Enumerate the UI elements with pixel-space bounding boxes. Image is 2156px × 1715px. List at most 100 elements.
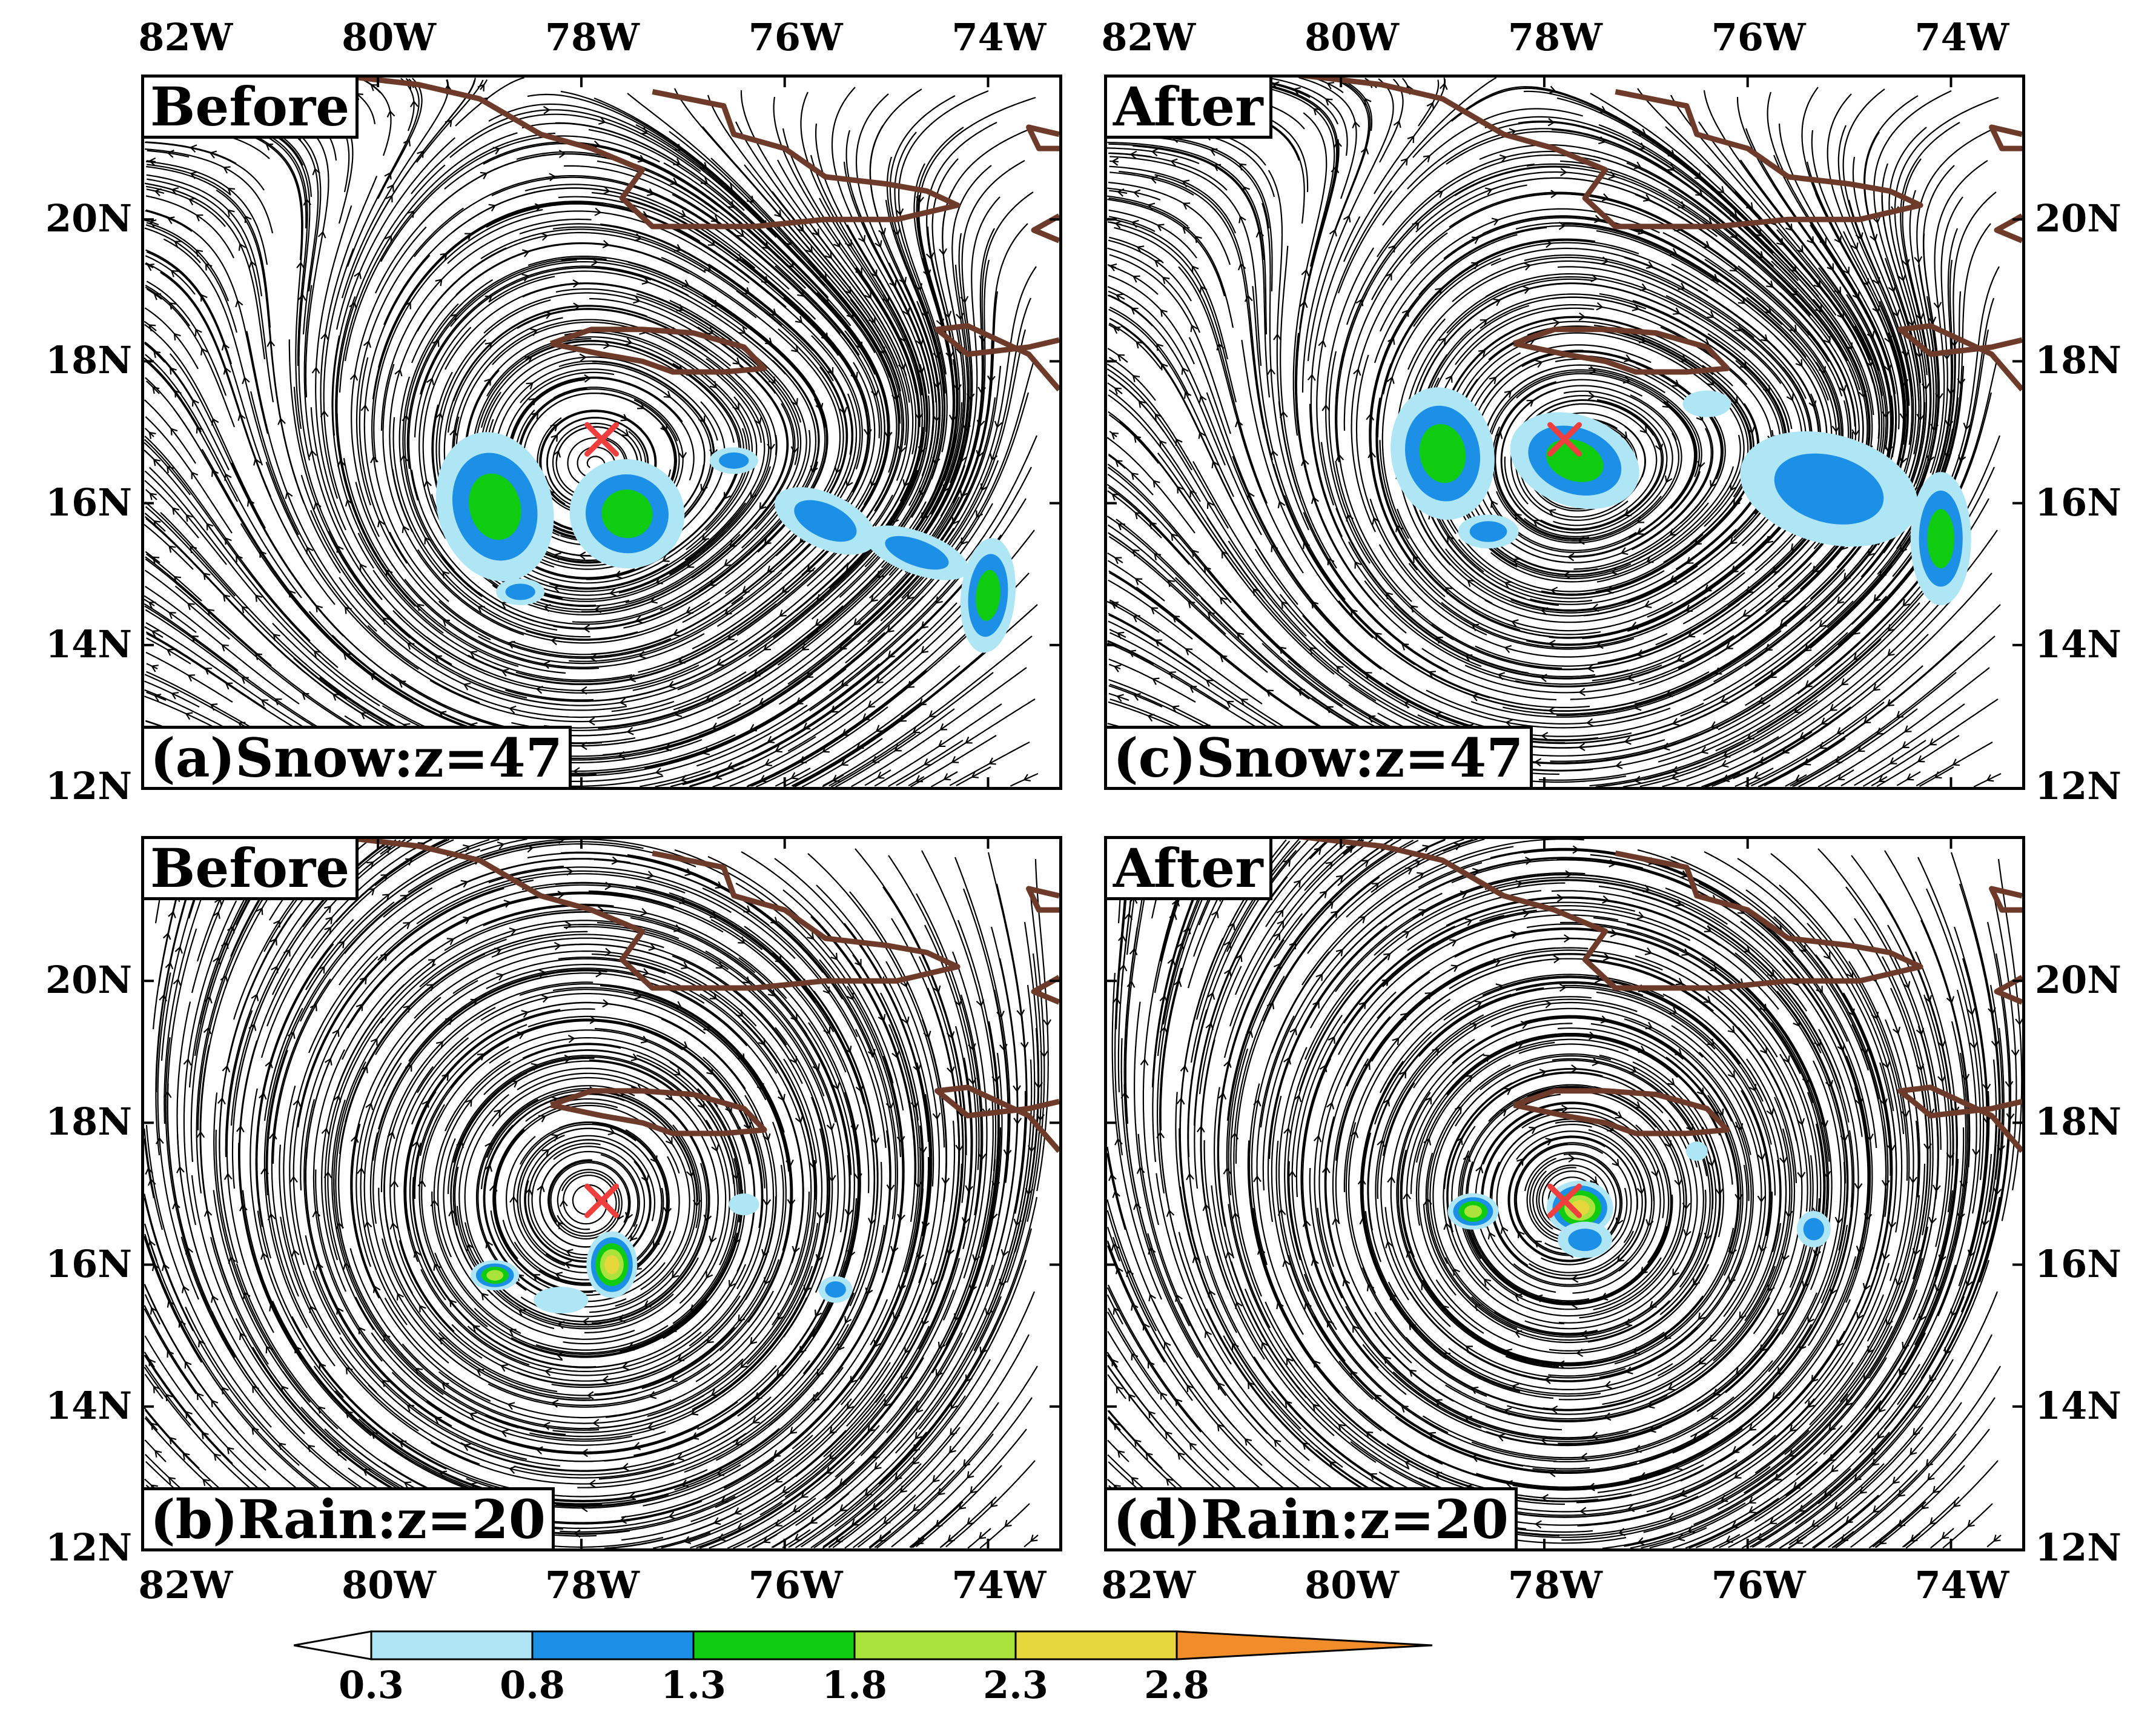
panel-header-c: After [1107,78,1272,139]
streamline-arrow [1223,1167,1232,1175]
streamline-arrow [715,961,724,969]
streamline-arrow [151,556,160,564]
lon-label: 82W [1101,1563,1196,1607]
streamline-arrow [394,368,403,377]
colorbar-segment [294,1630,372,1660]
streamline-arrow [1261,1341,1269,1350]
streamline-arrow [1561,1104,1569,1113]
colorbar-segment [1014,1630,1178,1660]
streamline-arrow [1742,609,1750,617]
streamline-arrow [951,755,959,763]
streamline-arrow [1929,738,1937,746]
streamline-arrow [1366,413,1375,421]
streamline-arrow [507,1402,515,1410]
precip-contour [468,473,521,540]
streamline-arrow [1311,1258,1319,1266]
streamline [1109,254,1232,434]
streamline-arrow [403,922,411,929]
streamline-arrow [151,665,159,672]
streamline-arrow [1694,537,1702,545]
streamline-arrow [1444,586,1453,594]
streamline-arrow [151,630,159,638]
streamline-arrow [1667,164,1675,171]
streamline-arrow [1707,311,1715,318]
streamline-arrow [841,729,850,736]
streamline-arrow [950,1401,958,1410]
streamline-arrow [1231,1212,1240,1220]
streamline-arrow [1704,1232,1713,1241]
streamline-arrow [1993,1534,2001,1542]
streamline-arrow [802,722,811,730]
streamline-arrow [278,1442,286,1450]
coastline [1989,886,2022,913]
streamline-arrow [1771,566,1780,574]
streamline-arrow [1836,596,1845,604]
streamline-arrow [1782,1055,1790,1063]
streamline-arrow [1387,1176,1396,1183]
coastline [334,839,961,991]
streamline-arrow [235,299,243,308]
streamline-arrow [1982,1083,1991,1091]
streamline-arrow [969,1284,977,1292]
streamline-arrow [433,1263,441,1271]
streamline-arrow [933,985,941,994]
colorbar-level-label: 2.3 [983,1663,1048,1707]
streamline-arrow [1177,1452,1185,1460]
streamline-arrow [1760,1046,1767,1054]
streamline-arrow [821,332,828,340]
streamline-arrow [1203,566,1211,574]
streamline-arrow [1577,536,1585,545]
streamline-arrow [1392,1037,1400,1046]
streamline-arrow [383,846,391,854]
streamline [747,1400,919,1548]
streamline-arrow [1133,189,1141,198]
streamline-arrow [1655,443,1664,451]
lon-label: 78W [1507,1563,1602,1607]
streamline-arrow [191,399,199,407]
colorbar-level-label: 1.8 [822,1663,887,1707]
streamline-arrow [492,147,501,155]
streamline-arrow [246,499,255,507]
streamline-arrow [594,207,602,216]
streamline-arrow [1944,1347,1952,1355]
streamline-arrow [320,410,329,417]
streamline-arrow [887,650,895,658]
streamline-arrow [1878,775,1886,783]
streamline-arrow [1111,157,1119,166]
streamline-arrow [1426,102,1434,110]
streamline-arrow [619,697,627,706]
streamline-arrow [1929,1517,1937,1525]
streamline-arrow [202,1479,210,1487]
streamline-arrow [1422,844,1430,852]
streamline-arrow [1811,1375,1819,1382]
lat-label: 12N [45,1525,132,1570]
lat-label: 16N [2035,1241,2121,1286]
streamline-arrow [531,411,539,420]
map-canvas-b [144,839,1059,1548]
streamline-arrow [211,1399,219,1407]
streamline-arrow [382,894,390,901]
streamline-arrow [582,1317,589,1326]
streamline-arrow [484,1164,493,1172]
streamline-arrow [709,1235,717,1244]
streamline [1107,1287,1202,1433]
streamline-arrow [825,1467,834,1475]
streamline-arrow [1715,1188,1724,1196]
streamline-arrow [345,499,353,507]
streamline-arrow [1133,435,1142,443]
lat-label: 18N [2035,1100,2121,1144]
streamline-arrow [440,253,448,260]
streamline-arrow [174,946,183,954]
streamline-arrow [901,1373,908,1381]
precip-contour [976,569,1000,621]
streamline-arrow [1116,293,1123,301]
streamline-arrow [1189,686,1197,693]
streamline-arrow [434,1416,442,1424]
streamline-arrow [916,196,924,204]
streamline-arrow [1453,842,1461,851]
streamline-arrow [1112,1190,1120,1198]
streamline-arrow [345,1367,353,1375]
streamline-arrow [227,1447,234,1455]
streamline-arrow [1199,395,1207,403]
streamline-arrow [898,362,906,370]
